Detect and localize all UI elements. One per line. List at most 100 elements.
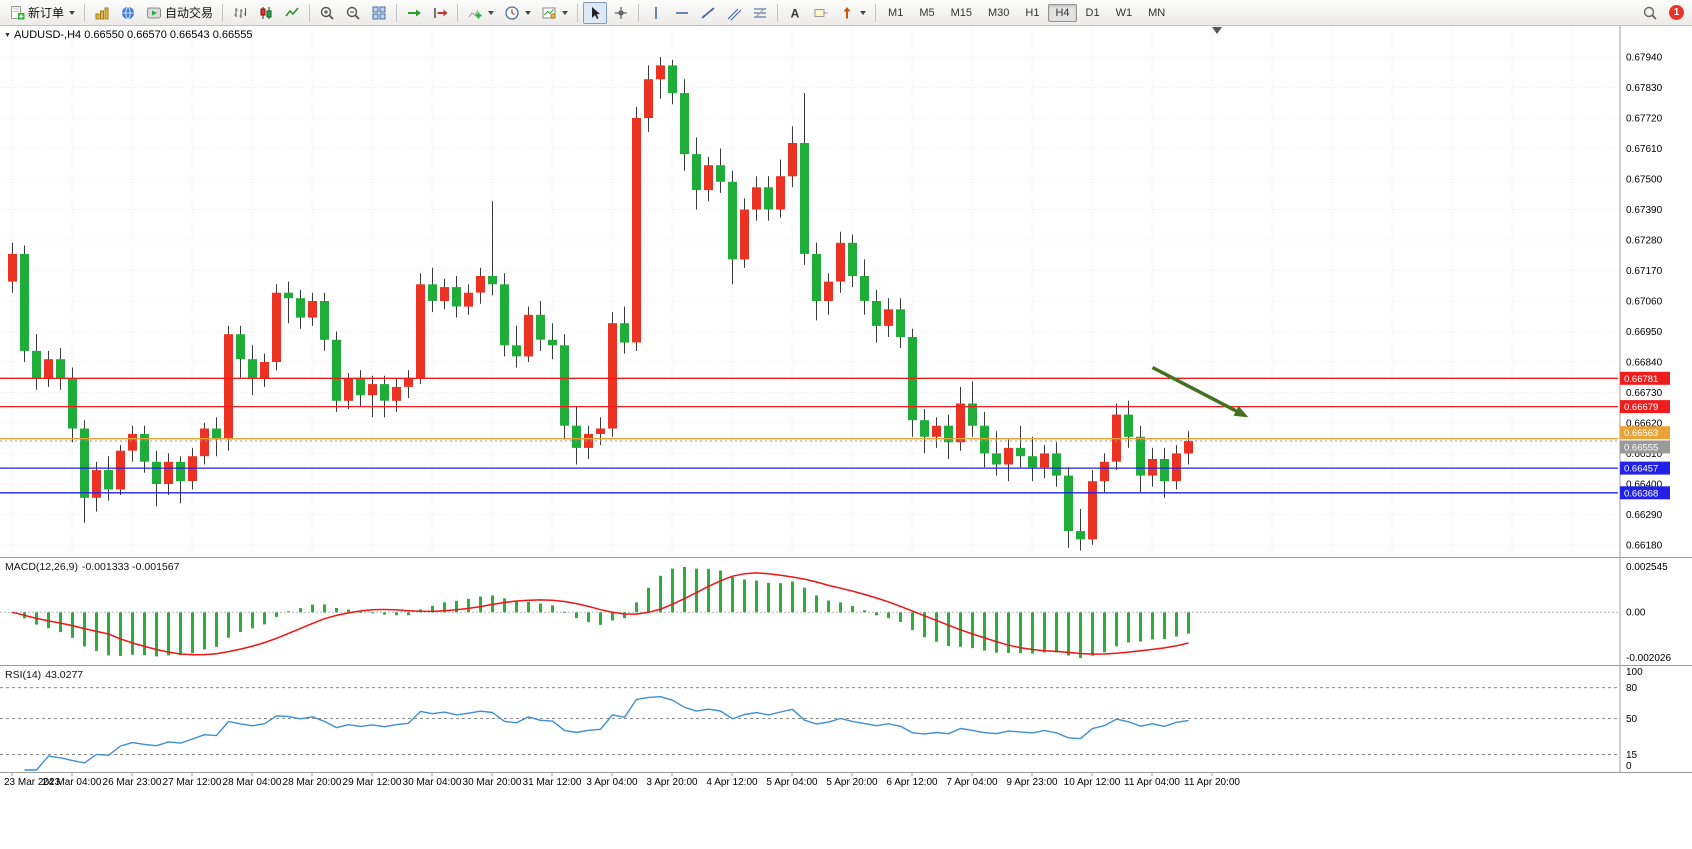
svg-text:28 Mar 04:00: 28 Mar 04:00 xyxy=(223,777,282,788)
svg-text:100: 100 xyxy=(1626,667,1643,678)
svg-text:0.67940: 0.67940 xyxy=(1626,53,1663,64)
autotrading-icon xyxy=(146,5,162,21)
timeframe-m1[interactable]: M1 xyxy=(888,6,904,19)
level-price-tag: 0.66368 xyxy=(1620,486,1670,500)
candlestick-chart-button[interactable] xyxy=(254,2,278,24)
svg-text:11 Apr 20:00: 11 Apr 20:00 xyxy=(1184,777,1240,788)
navigator-icon xyxy=(120,5,136,21)
timeframe-m5[interactable]: M5 xyxy=(919,6,935,19)
svg-text:0.67060: 0.67060 xyxy=(1626,297,1663,308)
timeframe-m30[interactable]: M30 xyxy=(988,6,1010,19)
text-label-button[interactable] xyxy=(809,2,833,24)
timeframe-h4[interactable]: H4 xyxy=(1048,3,1077,22)
svg-text:-0.002026: -0.002026 xyxy=(1626,653,1671,664)
rsi-axis[interactable]: 100 80 50 150 xyxy=(1626,667,1643,772)
timeframe-m15[interactable]: M15 xyxy=(950,6,972,19)
svg-text:0.66290: 0.66290 xyxy=(1626,510,1663,521)
crosshair-button[interactable] xyxy=(609,2,633,24)
svg-text:0.67720: 0.67720 xyxy=(1626,114,1663,125)
svg-text:0.67280: 0.67280 xyxy=(1626,236,1663,247)
market-watch-button[interactable] xyxy=(90,2,114,24)
chart-shift-marker[interactable] xyxy=(1212,27,1222,34)
svg-text:31 Mar 12:00: 31 Mar 12:00 xyxy=(523,777,582,788)
tile-windows-button[interactable] xyxy=(367,2,391,24)
text-icon: A xyxy=(787,5,803,21)
timeframe-group: M1 M5 M15 M30 H1 H4 D1 W1 MN xyxy=(880,3,1173,22)
templates-button[interactable] xyxy=(537,2,572,24)
svg-text:11 Apr 04:00: 11 Apr 04:00 xyxy=(1124,777,1180,788)
candlestick-icon xyxy=(258,5,274,21)
auto-scroll-button[interactable] xyxy=(402,2,426,24)
svg-text:0.66400: 0.66400 xyxy=(1626,479,1663,490)
periods-button[interactable] xyxy=(500,2,535,24)
periods-icon xyxy=(504,5,520,21)
trend-arrow-annotation[interactable] xyxy=(1151,365,1249,418)
line-chart-button[interactable] xyxy=(280,2,304,24)
macd-axis[interactable]: 0.002545 0.00 -0.002026 xyxy=(1626,562,1671,664)
svg-text:29 Mar 12:00: 29 Mar 12:00 xyxy=(343,777,402,788)
svg-text:3 Apr 20:00: 3 Apr 20:00 xyxy=(646,777,698,788)
pane-separators[interactable] xyxy=(0,26,1692,773)
chart-canvas[interactable]: 0.67940 0.67830 0.67720 0.67610 0.67500 0.673… xyxy=(0,26,1692,849)
toolbar-separator xyxy=(457,3,459,22)
trendline-button[interactable] xyxy=(696,2,720,24)
zoom-in-button[interactable] xyxy=(315,2,339,24)
tile-windows-icon xyxy=(371,5,387,21)
svg-text:0.66620: 0.66620 xyxy=(1626,418,1663,429)
symbol-search-button[interactable] xyxy=(1638,2,1662,24)
channel-icon xyxy=(726,5,742,21)
timeframe-w1[interactable]: W1 xyxy=(1115,6,1133,19)
toolbar-separator xyxy=(396,3,398,22)
market-watch-icon xyxy=(94,5,110,21)
price-axis[interactable]: 0.67940 0.67830 0.67720 0.67610 0.67500 0.673… xyxy=(1626,53,1663,552)
bar-chart-button[interactable] xyxy=(228,2,252,24)
dropdown-caret-icon xyxy=(525,10,532,15)
arrows-icon xyxy=(839,5,855,21)
svg-text:15: 15 xyxy=(1626,750,1638,761)
cursor-button[interactable] xyxy=(583,1,608,24)
autotrading-button[interactable]: 自动交易 xyxy=(142,1,217,24)
svg-text:0.67830: 0.67830 xyxy=(1626,83,1663,94)
horizontal-line-button[interactable] xyxy=(670,2,694,24)
main-toolbar: 新订单 自动交易 A M1 M5 M15 M30 H1 H4 D1 W1 MN 1 xyxy=(0,0,1692,26)
svg-text:0.66510: 0.66510 xyxy=(1626,449,1663,460)
svg-text:0.66180: 0.66180 xyxy=(1626,540,1663,551)
indicators-button[interactable] xyxy=(463,2,498,24)
timeframe-h1[interactable]: H1 xyxy=(1025,6,1040,19)
notification-badge[interactable]: 1 xyxy=(1669,5,1684,20)
svg-text:0.67170: 0.67170 xyxy=(1626,266,1663,277)
auto-scroll-icon xyxy=(406,5,422,21)
toolbar-separator xyxy=(84,3,86,22)
fibonacci-button[interactable] xyxy=(748,2,772,24)
arrows-button[interactable] xyxy=(835,2,870,24)
toolbar-buttons: 新订单 自动交易 A M1 M5 M15 M30 H1 H4 D1 W1 MN xyxy=(4,1,1173,24)
svg-text:7 Apr 04:00: 7 Apr 04:00 xyxy=(946,777,998,788)
candles xyxy=(8,57,1193,551)
equidistant-channel-button[interactable] xyxy=(722,2,746,24)
svg-text:6 Apr 12:00: 6 Apr 12:00 xyxy=(886,777,938,788)
templates-icon xyxy=(541,5,557,21)
svg-text:4 Apr 12:00: 4 Apr 12:00 xyxy=(706,777,758,788)
zoom-in-icon xyxy=(319,5,335,21)
text-button[interactable]: A xyxy=(783,2,807,24)
svg-text:0.66840: 0.66840 xyxy=(1626,358,1663,369)
svg-text:23 Mar 2023: 23 Mar 2023 xyxy=(4,777,61,788)
svg-text:0.66555: 0.66555 xyxy=(1624,443,1658,454)
zoom-out-button[interactable] xyxy=(341,2,365,24)
svg-text:27 Mar 12:00: 27 Mar 12:00 xyxy=(163,777,222,788)
chart-shift-button[interactable] xyxy=(428,2,452,24)
cursor-icon xyxy=(587,5,603,21)
dropdown-caret-icon xyxy=(860,10,867,15)
timeframe-mn[interactable]: MN xyxy=(1148,6,1166,19)
current-price-tag: 0.66555 xyxy=(1620,440,1670,454)
navigator-button[interactable] xyxy=(116,2,140,24)
new-order-button[interactable]: 新订单 xyxy=(5,1,79,24)
svg-text:0.66457: 0.66457 xyxy=(1624,464,1658,475)
toolbar-separator xyxy=(638,3,640,22)
new-order-icon xyxy=(9,5,25,21)
level-price-tag: 0.66679 xyxy=(1620,400,1670,414)
vertical-line-button[interactable] xyxy=(644,2,668,24)
svg-text:26 Mar 23:00: 26 Mar 23:00 xyxy=(103,777,162,788)
timeframe-d1[interactable]: D1 xyxy=(1085,6,1100,19)
